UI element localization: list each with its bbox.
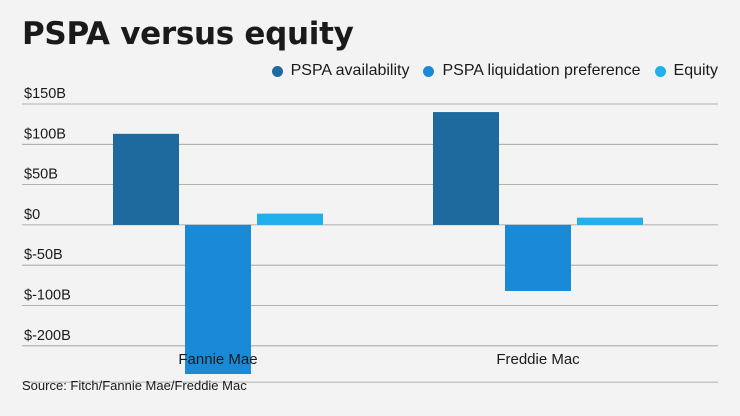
x-category-label: Fannie Mae: [178, 351, 257, 368]
bar-pspa-availability-freddie-mac: [433, 112, 499, 225]
y-tick-label: $-100B: [24, 288, 71, 304]
legend-swatch-pspa-liquidation: [423, 65, 435, 77]
legend-label-pspa-availability: PSPA availability: [290, 62, 410, 79]
x-category-label: Freddie Mac: [496, 351, 580, 368]
source-note: Source: Fitch/Fannie Mae/Freddie Mac: [22, 378, 247, 393]
chart-legend: PSPA availability PSPA liquidation prefe…: [271, 62, 718, 80]
y-tick-label: $-50B: [24, 247, 63, 263]
legend-label-equity: Equity: [673, 62, 718, 79]
bar-pspa-availability-fannie-mae: [113, 133, 179, 225]
y-tick-label: $0: [24, 207, 40, 223]
legend-swatch-equity: [654, 65, 666, 77]
bar-equity-fannie-mae: [257, 213, 323, 225]
chart-title: PSPA versus equity: [22, 16, 354, 52]
legend-item-equity: Equity: [654, 62, 718, 80]
bar-pspa-liquidation-preference-fannie-mae: [185, 224, 251, 375]
bar-pspa-liquidation-preference-freddie-mac: [505, 224, 571, 291]
legend-swatch-pspa-availability: [271, 65, 283, 77]
legend-item-pspa-liquidation: PSPA liquidation preference: [423, 62, 641, 80]
y-tick-label: $-200B: [24, 328, 71, 344]
bar-equity-freddie-mac: [577, 217, 643, 225]
y-tick-label: $150B: [24, 86, 66, 102]
y-tick-label: $100B: [24, 126, 66, 142]
legend-item-pspa-availability: PSPA availability: [271, 62, 410, 80]
legend-label-pspa-liquidation: PSPA liquidation preference: [442, 62, 641, 79]
y-tick-label: $50B: [24, 167, 58, 183]
